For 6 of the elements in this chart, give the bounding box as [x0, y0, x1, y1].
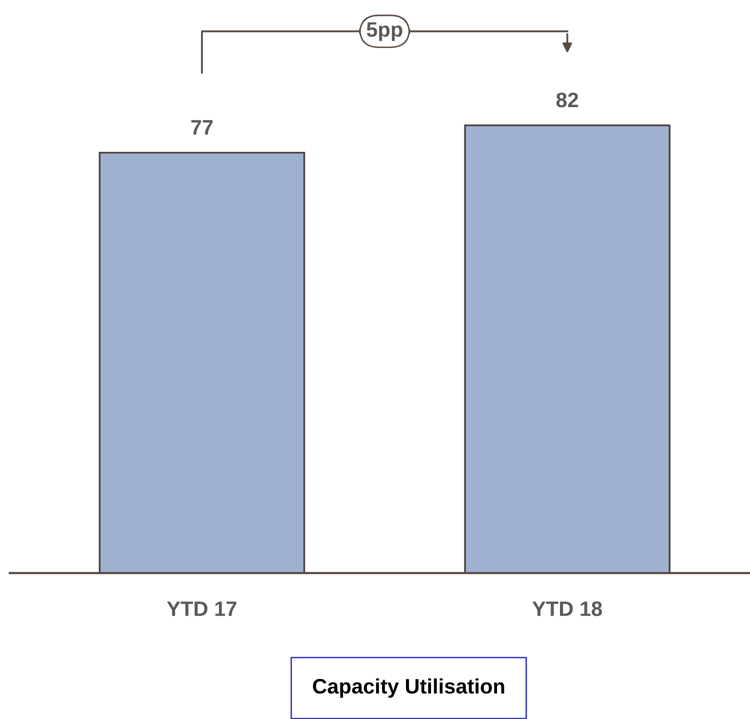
x-tick-label: YTD 17	[166, 602, 236, 616]
data-label: 82	[556, 92, 578, 108]
text: Capacity Utilisation	[312, 678, 504, 698]
text: 5pp	[366, 22, 402, 42]
x-tick-label: YTD 18	[532, 601, 602, 616]
data-label: 77	[191, 120, 213, 134]
